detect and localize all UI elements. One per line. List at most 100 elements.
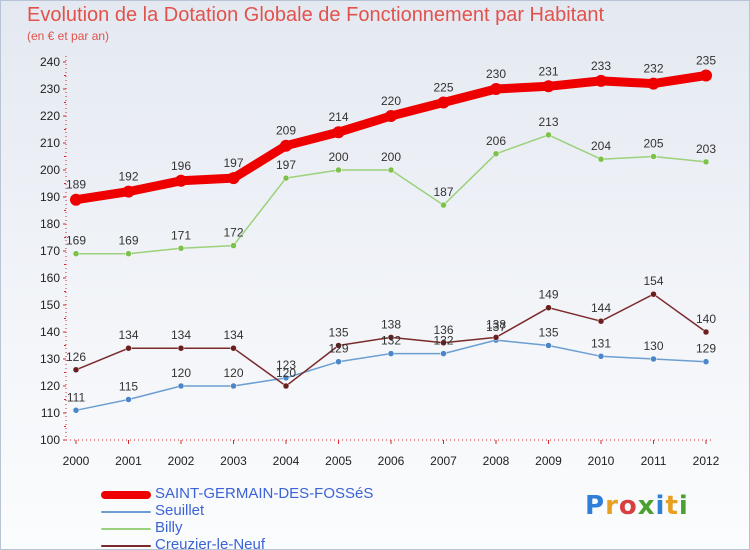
data-label: 204	[591, 139, 611, 153]
data-label: 132	[381, 334, 401, 348]
logo-letter: i	[655, 491, 666, 521]
data-point	[282, 374, 290, 382]
data-label: 197	[223, 156, 243, 170]
data-label: 115	[119, 380, 138, 394]
data-label: 120	[276, 366, 296, 380]
data-point	[545, 342, 552, 349]
logo-letter: i	[678, 491, 689, 521]
legend-label: Billy	[155, 519, 183, 536]
x-tick-label: 2011	[641, 454, 667, 468]
data-point	[545, 131, 552, 139]
x-tick-label: 2001	[115, 454, 142, 468]
data-point	[230, 242, 237, 249]
data-point	[227, 172, 240, 185]
data-point	[335, 342, 342, 349]
data-point	[387, 166, 395, 174]
data-label: 129	[328, 342, 348, 356]
legend-label: SAINT-GERMAIN-DES-FOSSéS	[155, 485, 374, 502]
data-label: 203	[696, 142, 716, 156]
data-label: 197	[276, 158, 296, 172]
x-tick-label: 2000	[63, 454, 90, 468]
data-label: 235	[696, 54, 716, 68]
y-tick-label: 240	[40, 55, 60, 69]
data-label: 129	[696, 342, 716, 356]
y-tick-label: 170	[40, 244, 60, 258]
data-label: 120	[171, 366, 191, 380]
chart-subtitle: (en € et par an)	[27, 29, 110, 43]
x-tick-label: 2009	[535, 454, 562, 468]
y-tick-label: 130	[40, 352, 60, 366]
data-label: 130	[643, 339, 663, 353]
data-point	[437, 96, 450, 109]
data-label: 231	[538, 64, 558, 78]
data-label: 134	[118, 328, 138, 342]
x-tick-label: 2003	[220, 454, 247, 468]
x-tick-label: 2008	[483, 454, 510, 468]
data-label: 120	[223, 366, 243, 380]
data-point	[542, 80, 555, 93]
data-point	[177, 382, 185, 390]
data-point	[490, 83, 502, 95]
logo-letter: x	[637, 491, 656, 521]
series-lines	[71, 71, 711, 412]
data-point	[177, 245, 185, 252]
data-point	[597, 317, 605, 325]
data-label: 154	[643, 274, 663, 288]
data-label: 138	[381, 317, 401, 331]
data-point	[282, 174, 290, 182]
data-point	[175, 174, 187, 187]
data-label: 192	[118, 170, 138, 184]
x-tick-label: 2005	[325, 454, 352, 468]
data-label: 213	[538, 115, 558, 129]
legend-label: Creuzier-le-Neuf	[155, 536, 266, 550]
data-point	[440, 201, 447, 209]
data-point	[280, 139, 292, 152]
data-point	[702, 328, 710, 336]
data-point	[492, 150, 500, 158]
data-point	[700, 69, 712, 82]
y-tick-label: 140	[40, 325, 60, 339]
data-point	[70, 193, 82, 206]
x-tick-label: 2002	[168, 454, 195, 468]
data-label: 134	[171, 328, 191, 342]
data-label: 126	[66, 350, 86, 364]
data-point	[177, 344, 185, 352]
logo-letter: o	[618, 491, 638, 521]
data-point	[335, 358, 342, 365]
data-point	[282, 382, 290, 390]
legend-swatch	[101, 491, 151, 499]
data-point	[597, 353, 605, 360]
data-point	[702, 358, 710, 365]
data-points	[70, 69, 712, 414]
data-label: 169	[118, 234, 138, 248]
data-point	[650, 355, 657, 363]
data-point	[125, 344, 132, 352]
data-point	[440, 339, 447, 347]
data-label: 230	[486, 67, 506, 81]
logo-letter: t	[665, 491, 679, 521]
x-tick-label: 2006	[378, 454, 405, 468]
data-point	[440, 350, 447, 357]
y-tick-label: 110	[41, 406, 60, 420]
y-tick-label: 150	[40, 298, 60, 312]
data-label: 171	[171, 228, 191, 242]
data-label: 196	[171, 159, 191, 173]
logo-letter: P	[585, 491, 606, 521]
data-point	[125, 396, 132, 403]
data-point	[387, 350, 395, 357]
x-tick-label: 2007	[430, 454, 457, 468]
data-label: 232	[643, 62, 663, 76]
data-label: 220	[381, 94, 401, 108]
data-label: 140	[696, 312, 716, 326]
data-label: 225	[433, 81, 453, 95]
data-point	[72, 250, 80, 257]
legend-label: Seuillet	[155, 502, 205, 519]
data-label: 233	[591, 59, 611, 73]
legend-swatch	[101, 511, 151, 513]
data-label: 189	[66, 178, 86, 192]
y-tick-label: 160	[40, 271, 60, 285]
data-label: 144	[591, 301, 611, 315]
y-tick-label: 230	[40, 82, 60, 96]
data-point	[72, 407, 80, 414]
